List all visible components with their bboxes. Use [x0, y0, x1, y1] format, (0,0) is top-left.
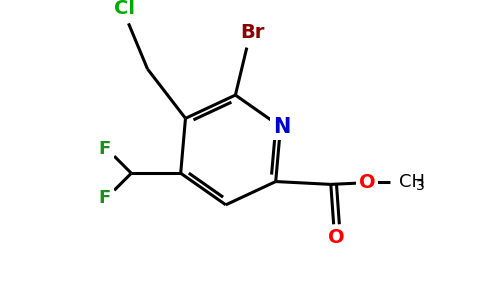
Text: Br: Br	[241, 23, 265, 42]
Text: Cl: Cl	[114, 0, 135, 18]
Text: F: F	[99, 140, 111, 158]
Text: O: O	[359, 173, 375, 192]
Text: CH: CH	[399, 173, 425, 191]
Text: 3: 3	[416, 179, 425, 193]
Text: O: O	[328, 228, 345, 247]
Text: F: F	[99, 189, 111, 207]
Text: N: N	[273, 117, 290, 137]
